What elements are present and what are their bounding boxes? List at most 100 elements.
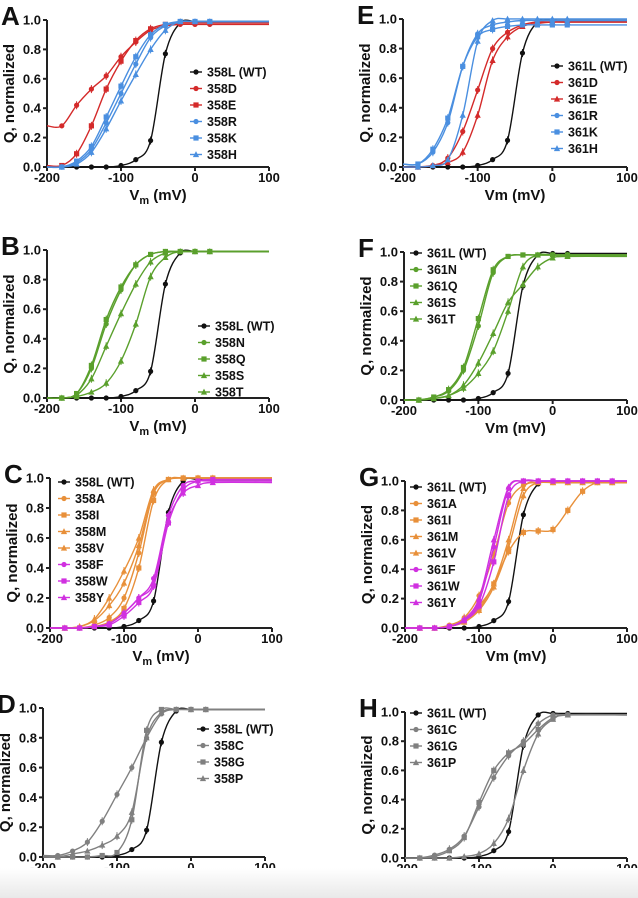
x-tick-label: 100 [616, 631, 638, 646]
legend-marker [60, 544, 68, 551]
legend-label: 361E [568, 93, 597, 107]
data-point [520, 477, 527, 484]
data-point [69, 850, 76, 857]
data-point [580, 488, 586, 494]
data-point [162, 26, 169, 33]
y-tick-label: 0.0 [19, 850, 37, 865]
bottom-fade [0, 868, 638, 898]
data-point [504, 29, 511, 35]
legend-marker [413, 583, 419, 589]
data-point [564, 22, 570, 28]
legend-item: 361M [410, 530, 458, 544]
y-tick-label: 1.0 [26, 471, 44, 486]
y-tick-label: 0.0 [380, 393, 398, 408]
data-point [534, 251, 541, 258]
y-tick-label: 0.8 [379, 41, 397, 56]
panel-f: F 0.0 0.2 0.4 0.6 0.8 1.0 -200 -100 0 100 Q, normal… [358, 233, 638, 437]
data-point [504, 23, 511, 29]
legend-marker [193, 69, 199, 75]
data-point [103, 379, 110, 386]
data-point [476, 623, 482, 630]
data-point [460, 384, 467, 391]
x-tick-label: -100 [108, 170, 134, 185]
legend-label: 361Q [427, 280, 458, 294]
legend-label: 358F [75, 558, 104, 572]
data-point [121, 605, 127, 612]
data-point [143, 734, 150, 741]
data-point [88, 148, 95, 155]
data-point [505, 253, 511, 260]
data-point [117, 357, 125, 364]
data-point [535, 528, 541, 534]
x-tick-label: -200 [34, 170, 60, 185]
data-point [191, 18, 199, 25]
data-point [177, 18, 184, 25]
data-point [106, 614, 112, 621]
y-tick-label: 0.2 [23, 130, 41, 145]
data-point [490, 840, 497, 846]
data-point [150, 486, 157, 493]
data-point [416, 854, 423, 861]
legend-item: 361P [410, 756, 456, 770]
data-point [460, 397, 467, 403]
data-point [133, 262, 139, 268]
x-tick-label: -200 [34, 401, 60, 416]
legend-label: 358Y [75, 591, 105, 605]
data-point [475, 395, 481, 402]
legend-marker [413, 484, 419, 490]
legend-label: 358G [214, 756, 245, 770]
legend-label: 361R [568, 109, 598, 123]
legend-marker [554, 112, 560, 119]
panel-e: E 0.0 0.2 0.4 0.6 0.8 1.0 -200 -100 0 100 Q, normal… [357, 0, 638, 204]
y-tick-label: 0.0 [23, 391, 41, 406]
data-point [535, 712, 541, 718]
legend-item: 358R [190, 115, 237, 129]
legend-label: 361G [427, 740, 458, 754]
y-tick-label: 0.6 [26, 531, 44, 546]
data-point [136, 599, 142, 606]
legend-label: 361S [427, 296, 456, 310]
legend-marker [193, 102, 199, 108]
legend-marker [412, 599, 420, 606]
legend-marker [201, 323, 207, 329]
y-tick-label: 1.0 [381, 474, 399, 489]
data-point [191, 248, 199, 255]
data-point [84, 854, 90, 860]
legend-marker [412, 299, 420, 306]
y-tick-label: 0.4 [381, 792, 400, 807]
data-point [506, 750, 512, 756]
legend-item: 358F [58, 558, 104, 572]
y-tick-label: 0.8 [26, 501, 44, 516]
data-point [117, 310, 125, 317]
data-point [535, 477, 542, 484]
legend-item: 361C [410, 723, 457, 737]
data-point [489, 57, 496, 64]
data-point [475, 850, 483, 857]
data-point [490, 26, 496, 32]
legend-item: 361L (WT) [410, 247, 487, 261]
data-point [504, 307, 512, 314]
data-point [91, 623, 98, 630]
data-point [446, 397, 452, 403]
data-point [476, 603, 482, 609]
data-point [136, 617, 142, 624]
x-tick-label: 0 [194, 631, 201, 646]
x-axis-label: Vm (mV) [486, 648, 547, 665]
x-tick-label: -100 [466, 631, 492, 646]
legend-item: 358I [58, 509, 99, 523]
data-point [460, 63, 466, 69]
data-point [132, 320, 139, 327]
x-axis-label: Vm (mV) [129, 418, 186, 438]
data-point [609, 477, 616, 484]
legend-item: 361Y [410, 596, 457, 610]
data-point [520, 252, 526, 258]
legend-marker [60, 594, 68, 601]
data-point [133, 388, 139, 394]
data-point [476, 799, 482, 806]
data-point [490, 390, 496, 396]
legend-marker [413, 283, 419, 289]
data-point [490, 22, 496, 28]
data-point [202, 706, 209, 713]
data-point [88, 395, 94, 401]
data-point [505, 370, 511, 376]
